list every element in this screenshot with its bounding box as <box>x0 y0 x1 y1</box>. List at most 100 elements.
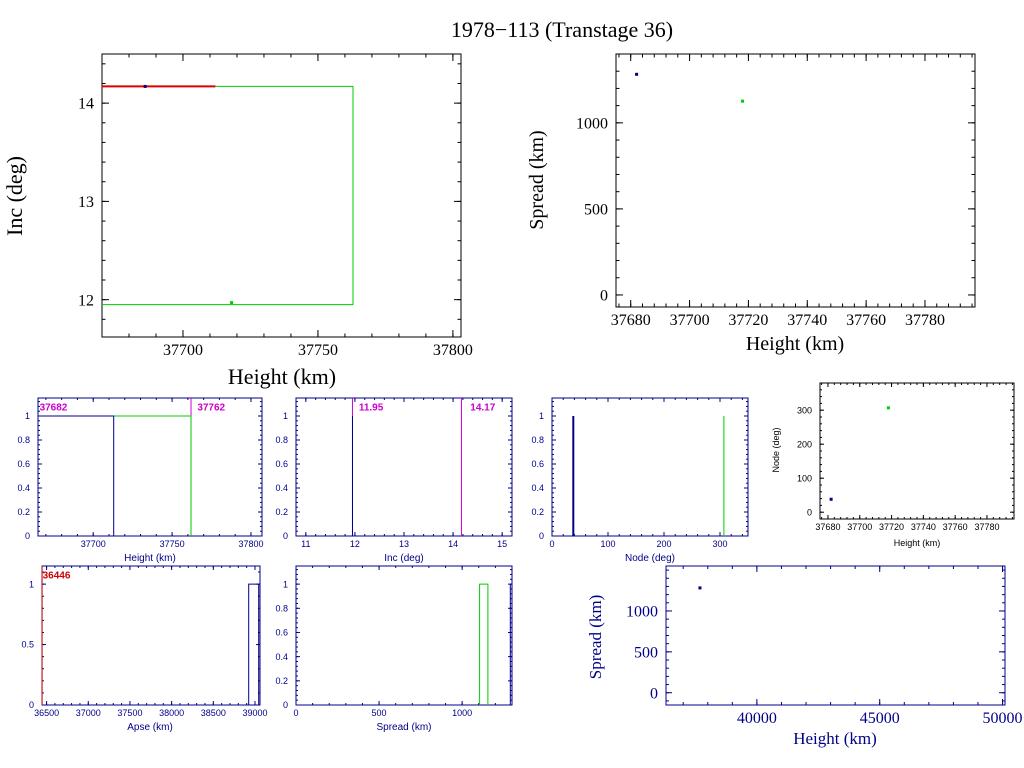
spread_vs_height_wide-y-axis-label: Spread (km) <box>586 595 605 680</box>
y-tick-label: 0.8 <box>275 435 288 445</box>
x-tick-label: 37750 <box>160 539 185 549</box>
spread_vs_height-y-axis-label: Spread (km) <box>526 130 548 229</box>
x-tick-label: 15 <box>497 539 507 549</box>
y-tick-label: 12 <box>78 292 94 309</box>
y-tick-label: 200 <box>797 439 812 449</box>
annotation-label: 14.17 <box>470 403 495 414</box>
data-point <box>143 84 147 88</box>
spread_hist-x-axis-label: Spread (km) <box>376 722 431 733</box>
inc_hist-x-axis-label: Inc (deg) <box>384 553 423 564</box>
x-tick-label: 37740 <box>911 522 936 532</box>
height_hist-frame <box>37 397 263 537</box>
y-tick-label: 0.2 <box>275 676 288 686</box>
x-tick-label: 14 <box>448 539 458 549</box>
x-tick-label: 37720 <box>879 522 904 532</box>
x-tick-label: 36500 <box>34 708 59 718</box>
data-point <box>635 72 639 76</box>
x-tick-label: 37720 <box>728 312 768 329</box>
y-tick-label: 300 <box>797 405 812 415</box>
x-tick-label: 37680 <box>815 522 840 532</box>
series-line-0 <box>38 415 192 536</box>
x-tick-label: 45000 <box>860 710 900 727</box>
y-tick-label: 0 <box>539 531 544 541</box>
y-tick-label: 0.4 <box>17 483 30 493</box>
page-title: 1978−113 (Transtage 36) <box>451 17 673 42</box>
inc_hist-chart: 11 12 13 14 15 0 0.2 0.4 0.6 0.8 1 Inc (deg) 11.95 14… <box>275 397 513 564</box>
height_hist-chart: 37700 37750 37800 0 0.2 0.4 0.6 0.8 1 Height (km)… <box>17 397 263 564</box>
y-tick-label: 0 <box>600 288 608 305</box>
node_vs_height-frame <box>819 382 1015 520</box>
annotation-label: 37762 <box>197 403 225 414</box>
x-tick-label: 38000 <box>159 708 184 718</box>
y-tick-label: 0.2 <box>531 507 544 517</box>
y-tick-label: 13 <box>78 194 94 211</box>
y-tick-label: 0.6 <box>275 459 288 469</box>
y-tick-label: 14 <box>78 96 94 113</box>
series-line-0 <box>479 583 489 705</box>
node_hist-chart: 0 100 200 300 0 0.2 0.4 0.6 0.8 1 Node (deg) <box>531 397 749 564</box>
y-tick-label: 0.8 <box>531 435 544 445</box>
x-tick-label: 0 <box>549 539 554 549</box>
annotation-label: 36446 <box>43 571 71 582</box>
node_hist-x-axis-label: Node (deg) <box>625 553 675 564</box>
y-tick-label: 1000 <box>576 115 608 132</box>
annotation-label: 37682 <box>40 403 68 414</box>
x-tick-label: 12 <box>350 539 360 549</box>
inc_vs_height-chart: 37700 37750 37800 12 13 14 Height (km) Inc (deg… <box>2 53 473 389</box>
data-point <box>698 586 702 590</box>
x-tick-label: 39000 <box>242 708 267 718</box>
x-tick-label: 37500 <box>117 708 142 718</box>
inc_vs_height-y-axis-label: Inc (deg) <box>2 156 27 236</box>
y-tick-label: 1 <box>25 411 30 421</box>
y-tick-label: 0.6 <box>17 459 30 469</box>
y-tick-label: 0 <box>283 700 288 710</box>
y-tick-label: 0.4 <box>531 483 544 493</box>
y-tick-label: 0 <box>29 700 34 710</box>
y-tick-label: 0.8 <box>17 435 30 445</box>
y-tick-label: 0.4 <box>275 652 288 662</box>
x-tick-label: 37680 <box>611 312 651 329</box>
spread_hist-chart: 0 500 1000 0 0.2 0.4 0.6 0.8 1 Spread (km) <box>275 565 513 733</box>
y-tick-label: 1 <box>283 411 288 421</box>
spread_vs_height_wide-frame <box>665 565 1006 706</box>
y-tick-label: 500 <box>584 201 608 218</box>
height_hist-x-axis-label: Height (km) <box>124 553 176 564</box>
x-tick-label: 500 <box>372 708 387 718</box>
x-tick-label: 37780 <box>974 522 999 532</box>
x-tick-label: 37760 <box>943 522 968 532</box>
series-line-0 <box>248 583 260 705</box>
y-tick-label: 0.8 <box>275 603 288 613</box>
x-tick-label: 37800 <box>433 342 473 359</box>
annotation-label: 11.95 <box>359 403 384 414</box>
inc_vs_height-x-axis-label: Height (km) <box>228 364 336 389</box>
x-tick-label: 100 <box>600 539 615 549</box>
inc_hist-frame <box>295 397 513 537</box>
x-tick-label: 37000 <box>76 708 101 718</box>
apse_hist-x-axis-label: Apse (km) <box>127 722 173 733</box>
x-tick-label: 1000 <box>452 708 472 718</box>
y-tick-label: 0 <box>283 531 288 541</box>
x-tick-label: 37760 <box>846 312 886 329</box>
x-tick-label: 37700 <box>847 522 872 532</box>
y-tick-label: 500 <box>634 644 658 661</box>
x-tick-label: 37700 <box>670 312 710 329</box>
x-tick-label: 13 <box>399 539 409 549</box>
spread_vs_height-chart: 37680 37700 37720 37740 37760 37780 0 500 1000 He… <box>526 53 976 355</box>
x-tick-label: 38500 <box>201 708 226 718</box>
y-tick-label: 0.2 <box>275 507 288 517</box>
data-point <box>741 99 745 103</box>
x-tick-label: 37740 <box>787 312 827 329</box>
apse_hist-chart: 36500 37000 37500 38000 38500 39000 0 0.5 1 Apse … <box>21 565 268 733</box>
node_vs_height-y-axis-label: Node (deg) <box>771 427 781 472</box>
x-tick-label: 200 <box>656 539 671 549</box>
spread_vs_height_wide-chart: 40000 45000 50000 0 500 1000 Height (km) Spread… <box>586 565 1023 748</box>
y-tick-label: 1000 <box>626 604 658 621</box>
x-tick-label: 37700 <box>163 342 203 359</box>
series-line-0 <box>102 85 354 306</box>
x-tick-label: 50000 <box>983 710 1023 727</box>
apse_hist-frame <box>41 565 261 706</box>
series-line-1 <box>38 415 115 536</box>
node_vs_height-x-axis-label: Height (km) <box>894 538 941 548</box>
spread_vs_height-frame <box>615 53 976 308</box>
